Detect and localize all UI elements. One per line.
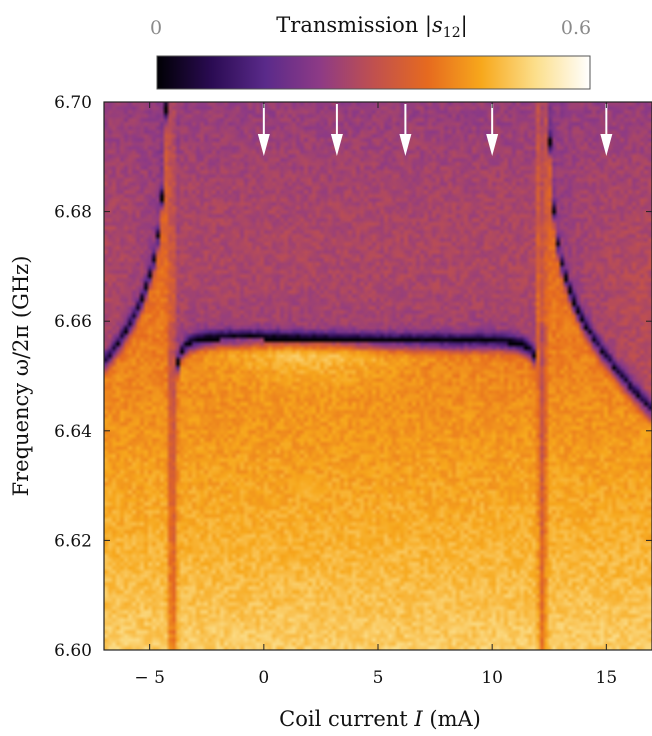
y-tick-label: 6.68	[54, 203, 92, 223]
arrow-marker	[486, 104, 499, 156]
x-tick-label: 5	[373, 668, 384, 688]
x-tick-label: 10	[481, 668, 503, 688]
colorbar-title: Transmission |s12|	[276, 13, 467, 41]
arrow-markers	[257, 104, 613, 156]
x-axis-label: Coil current I (mA)	[279, 707, 481, 731]
y-tick-label: 6.64	[54, 422, 92, 442]
heatmap	[104, 102, 652, 650]
y-axis-label: Frequency ω/2π (GHz)	[9, 256, 33, 497]
y-tick-label: 6.62	[54, 531, 92, 551]
arrow-marker	[257, 104, 270, 156]
y-axis: 6.60 6.62 6.64 6.66 6.68 6.70	[54, 93, 652, 661]
colorbar-min-label: 0	[150, 17, 162, 39]
y-tick-label: 6.70	[54, 93, 92, 113]
colorbar-bar	[156, 55, 591, 90]
y-tick-label: 6.66	[54, 312, 92, 332]
x-tick-label: 15	[596, 668, 618, 688]
colorbar-max-label: 0.6	[561, 17, 591, 39]
x-tick-label: − 5	[134, 668, 164, 688]
colorbar: Transmission |s12| 0 0.6	[150, 13, 591, 90]
heatmap-image	[104, 102, 652, 650]
arrow-marker	[600, 104, 613, 156]
x-tick-label: 0	[258, 668, 269, 688]
x-axis: − 5 0 5 10 15	[134, 102, 617, 688]
arrow-marker	[399, 104, 412, 156]
arrow-marker	[330, 104, 343, 156]
y-tick-label: 6.60	[54, 641, 92, 661]
